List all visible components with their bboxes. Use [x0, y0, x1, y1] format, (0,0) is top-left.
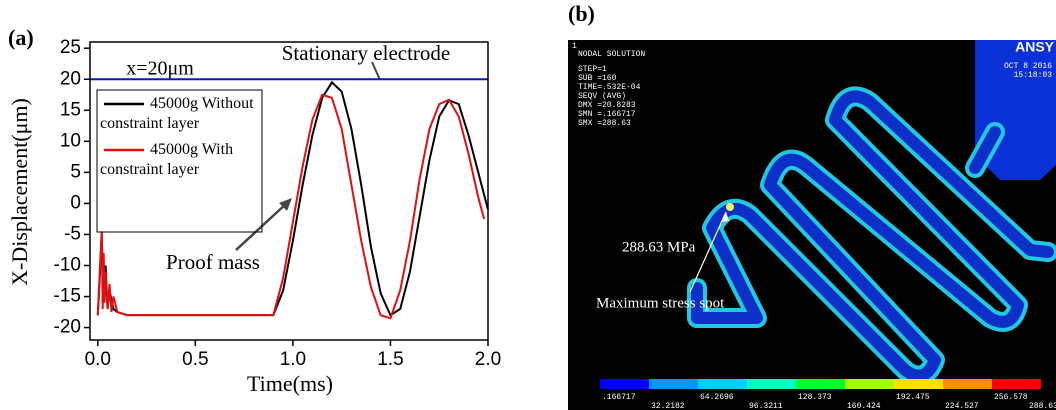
y-tick-label: 15 — [60, 99, 81, 120]
contour-swatch — [894, 379, 943, 389]
contour-label: .166717 — [602, 393, 636, 402]
y-tick-label: 5 — [70, 161, 81, 182]
contour-label: 32.2182 — [651, 402, 685, 410]
logo: ANSY — [1015, 39, 1055, 55]
x-tick-label: 1.0 — [280, 349, 306, 370]
legend-entry: 45000g Without constraint layer — [100, 94, 260, 134]
annotation: Proof mass — [166, 250, 260, 274]
x-tick-label: 2.0 — [475, 349, 501, 370]
header-line: SMN =.166717 — [578, 110, 636, 119]
contour-bar — [600, 379, 1041, 389]
header-line: NODAL SOLUTION — [578, 50, 645, 59]
time: 15:18:03 — [1014, 71, 1053, 80]
figure: (a) (b) Time(ms) X-Displacement(μm) x=20… — [0, 0, 1056, 410]
contour-swatch — [845, 379, 894, 389]
y-tick-label: 20 — [60, 68, 81, 89]
x-tick-label: 1.5 — [377, 349, 403, 370]
header-line: DMX =20.8283 — [578, 101, 636, 110]
header-line: STEP=1 — [578, 65, 607, 74]
y-tick-label: -15 — [54, 286, 81, 307]
corner-number: 1 — [572, 42, 577, 51]
header-line: SMX =288.63 — [578, 119, 631, 128]
y-tick-label: 10 — [60, 130, 81, 151]
page: {"chart_data": {"type": "line", "panel_l… — [0, 0, 1056, 410]
contour-label: 64.2696 — [700, 393, 734, 402]
contour-swatch — [796, 379, 845, 389]
contour-swatch — [649, 379, 698, 389]
annotation: Maximum stress spot — [596, 295, 725, 311]
contour-swatch — [600, 379, 649, 389]
panel-label: (a) — [8, 25, 34, 50]
y-tick-label: -5 — [64, 223, 81, 244]
reference-label: x=20μm — [126, 58, 194, 80]
contour-label: 96.3211 — [749, 402, 783, 410]
date: OCT 8 2016 — [1004, 62, 1052, 71]
contour-swatch — [943, 379, 992, 389]
contour-label: 224.527 — [945, 402, 979, 410]
header-line: SEQV (AVG) — [578, 92, 626, 101]
header-line: SUB =160 — [578, 74, 617, 83]
contour-label: 256.578 — [994, 393, 1028, 402]
y-tick-label: 0 — [70, 192, 81, 213]
annotation: 288.63 MPa — [622, 239, 696, 255]
x-tick-label: 0.5 — [182, 349, 208, 370]
y-tick-label: -20 — [54, 317, 81, 338]
contour-label: 160.424 — [847, 402, 881, 410]
legend-entry: 45000g With constraint layer — [100, 140, 260, 180]
x-tick-label: 0.0 — [85, 349, 111, 370]
max-stress-spot — [726, 203, 734, 211]
header-line: TIME=.532E-04 — [578, 83, 641, 92]
plot-frame — [90, 42, 488, 340]
contour-label: 128.373 — [798, 393, 832, 402]
contour-swatch — [747, 379, 796, 389]
panel-label: (b) — [568, 1, 595, 26]
y-tick-label: 25 — [60, 37, 81, 58]
x-axis-label: Time(ms) — [247, 371, 333, 396]
contour-label: 192.475 — [896, 393, 930, 402]
y-axis-label: X-Displacement(μm) — [7, 98, 32, 286]
y-tick-label: -10 — [54, 255, 81, 276]
contour-swatch — [698, 379, 747, 389]
contour-label: 288.63 — [1029, 402, 1056, 410]
contour-swatch — [992, 379, 1041, 389]
annotation: Stationary electrode — [282, 41, 451, 65]
